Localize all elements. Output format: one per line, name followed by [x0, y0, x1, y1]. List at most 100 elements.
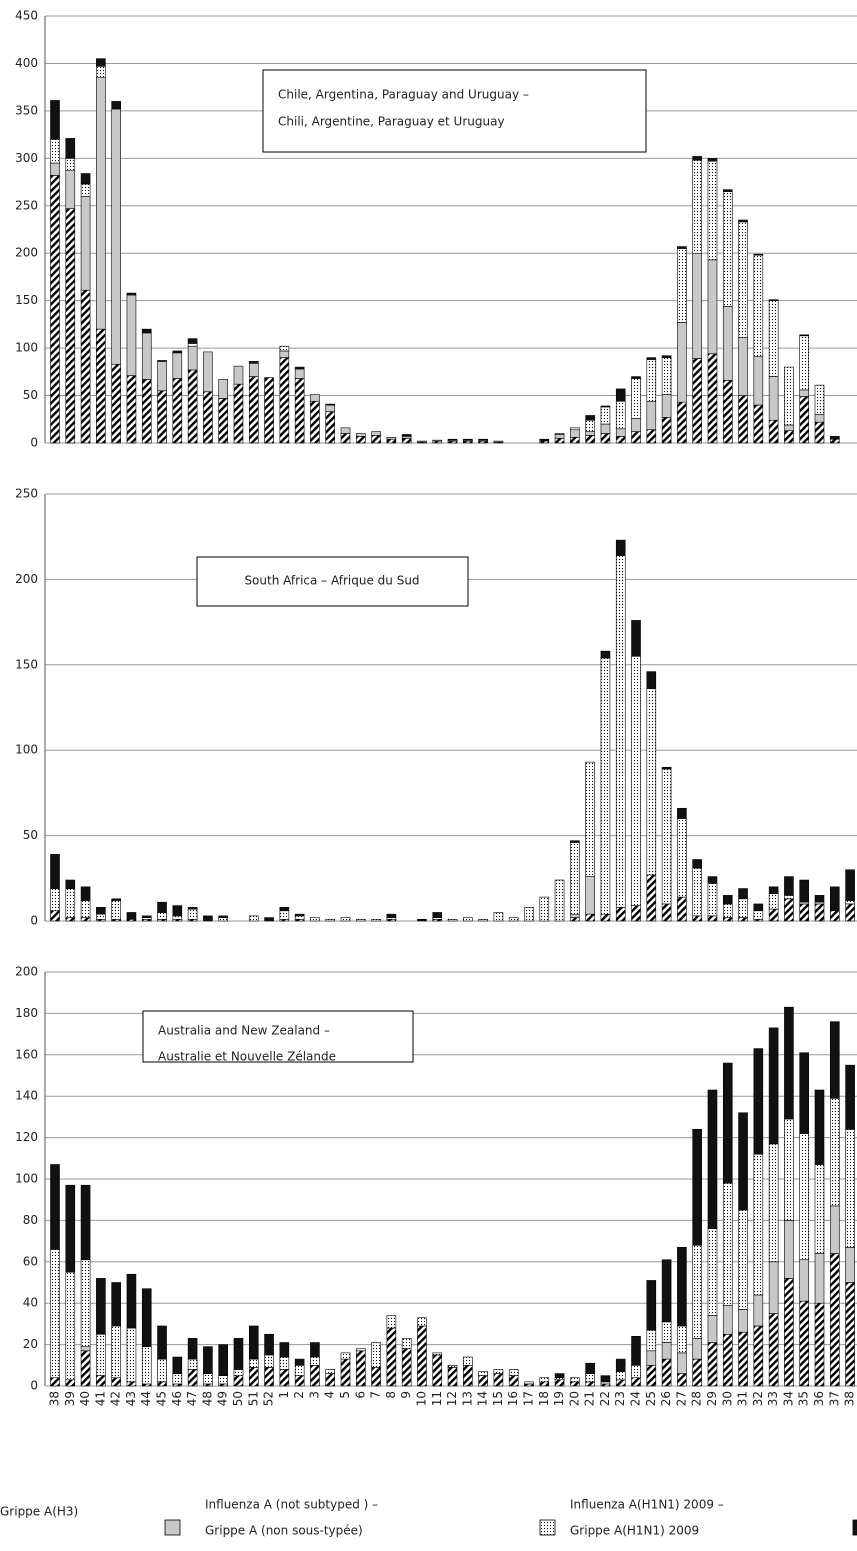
- bar-segment: [845, 1247, 855, 1283]
- bar-segment: [646, 688, 657, 876]
- bar-segment: [554, 437, 565, 444]
- bar-segment: [753, 1325, 764, 1387]
- bar-segment: [508, 1375, 519, 1387]
- bar-segment: [187, 1358, 198, 1370]
- bar-segment: [722, 895, 733, 905]
- bar-segment: [386, 437, 397, 440]
- x-tick-label: 22: [598, 1391, 612, 1406]
- bar-segment: [707, 259, 718, 355]
- bar-segment: [570, 437, 580, 444]
- bar-segment: [172, 915, 183, 920]
- x-tick-label: 51: [246, 1391, 260, 1406]
- bar-segment: [432, 1354, 443, 1387]
- bar-segment: [707, 158, 718, 162]
- bar-segment: [65, 888, 76, 918]
- bar-segment: [401, 1348, 412, 1387]
- bar-segment: [310, 400, 320, 444]
- x-tick-label: 1: [277, 1391, 291, 1399]
- y-tick-label: 150: [15, 293, 38, 307]
- x-tick-label: 12: [445, 1391, 459, 1406]
- bar-segment: [294, 368, 305, 379]
- bar-segment: [661, 1321, 672, 1343]
- bar-segment: [707, 1089, 718, 1229]
- bar-segment: [784, 1220, 794, 1279]
- bar-segment: [203, 1383, 213, 1387]
- y-tick-label: 250: [15, 487, 38, 501]
- bar-segment: [554, 434, 565, 439]
- bar-segment: [615, 1371, 626, 1381]
- bar-segment: [386, 913, 397, 918]
- bar-segment: [845, 900, 855, 905]
- x-tick-label: 11: [430, 1391, 444, 1406]
- bar-segment: [646, 1350, 657, 1366]
- bar-segment: [111, 108, 121, 365]
- y-tick-label: 60: [23, 1254, 38, 1268]
- legend-swatch: [852, 1519, 857, 1536]
- bar-segment: [768, 908, 779, 922]
- bar-segment: [96, 77, 106, 330]
- bar-segment: [187, 908, 198, 920]
- bar-segment: [80, 183, 91, 197]
- bar-segment: [692, 1358, 702, 1387]
- bar-segment: [50, 1249, 60, 1379]
- bar-segment: [692, 1244, 702, 1339]
- y-tick-label: 100: [15, 743, 38, 757]
- bar-segment: [371, 1342, 381, 1368]
- bar-segment: [264, 1354, 274, 1368]
- bar-segment: [524, 1383, 534, 1387]
- y-tick-label: 140: [15, 1089, 38, 1103]
- bar-segment: [279, 910, 290, 920]
- bar-segment: [814, 903, 825, 922]
- bar-segment: [203, 1373, 213, 1385]
- bar-segment: [692, 1338, 702, 1360]
- bar-segment: [463, 1365, 473, 1387]
- bar-segment: [677, 807, 687, 819]
- bar-segment: [631, 1365, 641, 1379]
- bar-segment: [829, 1021, 840, 1099]
- x-tick-label: 19: [552, 1391, 566, 1406]
- bar-segment: [692, 156, 702, 161]
- bar-segment: [738, 888, 748, 900]
- bar-segment: [722, 189, 733, 192]
- bar-segment: [753, 404, 764, 444]
- bar-segment: [279, 907, 290, 912]
- bar-segment: [126, 375, 137, 444]
- bar-segment: [615, 1379, 626, 1387]
- x-tick-label: 15: [491, 1391, 505, 1406]
- bar-segment: [126, 1273, 137, 1329]
- bar-segment: [340, 917, 351, 922]
- bar-segment: [799, 335, 810, 391]
- bar-segment: [845, 903, 855, 922]
- bar-segment: [203, 1346, 213, 1374]
- bar-segment: [50, 1164, 60, 1250]
- bar-segment: [325, 404, 336, 412]
- bar-segment: [677, 1325, 687, 1354]
- bar-segment: [233, 383, 244, 444]
- bar-segment: [845, 1282, 855, 1387]
- bar-segment: [325, 403, 336, 406]
- bar-segment: [80, 195, 91, 291]
- bar-segment: [187, 1369, 198, 1387]
- bar-segment: [570, 429, 580, 438]
- bar-segment: [738, 1309, 748, 1333]
- bar-segment: [447, 918, 458, 922]
- bar-segment: [570, 1381, 580, 1387]
- bar-segment: [111, 1325, 121, 1379]
- bar-segment: [218, 915, 228, 918]
- y-tick-label: 200: [15, 246, 38, 260]
- x-tick-label: 3: [307, 1391, 321, 1399]
- x-tick-label: 9: [399, 1391, 413, 1399]
- bar-segment: [600, 405, 611, 408]
- bar-segment: [80, 917, 91, 922]
- bar-segment: [96, 913, 106, 920]
- legend-label: Influenza A (not subtyped ) –: [205, 1498, 378, 1512]
- x-tick-label: 40: [78, 1391, 92, 1406]
- x-tick-label: 20: [567, 1391, 581, 1406]
- bar-segment: [799, 396, 810, 444]
- bar-segment: [661, 1342, 672, 1360]
- bar-segment: [615, 436, 626, 444]
- bar-segment: [65, 1184, 76, 1273]
- annotation: South Africa – Afrique du Sud: [244, 574, 419, 588]
- x-tick-label: 46: [170, 1391, 184, 1406]
- bar-segment: [157, 1325, 167, 1360]
